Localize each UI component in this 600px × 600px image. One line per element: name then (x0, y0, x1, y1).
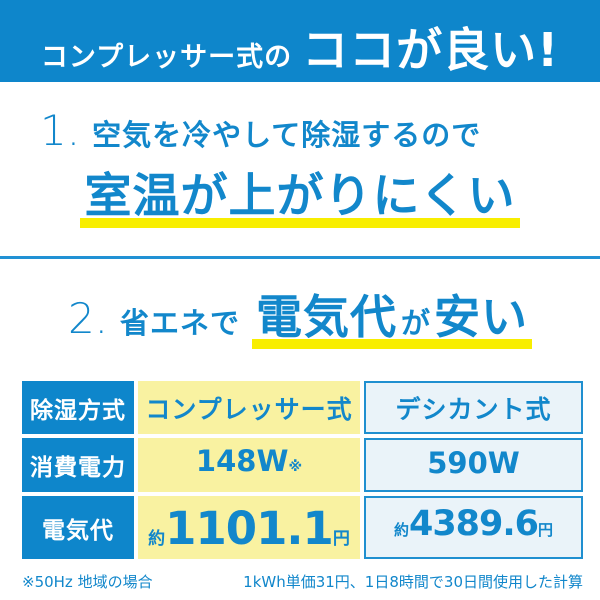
benefit-section-2: 2. 省エネで 電気代 が安い (0, 281, 600, 349)
benefit-2-headline-part2: が (401, 306, 431, 340)
desiccant-power-value: 590W (427, 446, 520, 480)
benefit-2-headline-part1: 電気代 (256, 290, 398, 344)
comparison-table: 除湿方式 コンプレッサー式 デシカント式 消費電力 148W ※ 590W 電気代… (22, 381, 583, 559)
desiccant-cost-unit: 円 (538, 521, 554, 539)
benefit-2-headline: 電気代 が安い (252, 281, 533, 349)
table-cell-method-desiccant: デシカント式 (364, 381, 583, 434)
footnote-right: 1kWh単価31円、1日8時間で30日間使用した計算 (243, 573, 583, 591)
banner-title: ココが良い! (302, 23, 560, 77)
table-row-power-label: 消費電力 (22, 438, 134, 492)
benefit-1-lead-line: 1. 空気を冷やして除湿するので (40, 106, 600, 155)
compressor-cost-unit: 円 (332, 529, 350, 549)
desiccant-cost-value: 4389.6 (408, 504, 539, 544)
compressor-method-text: コンプレッサー式 (145, 394, 353, 424)
benefit-1-lead: 空気を冷やして除湿するので (92, 118, 482, 152)
benefit-2-headline-part3: 安い (434, 290, 529, 344)
header-banner: コンプレッサー式の ココが良い! (0, 0, 600, 82)
table-cell-power-compressor: 148W ※ (138, 438, 360, 492)
table-row-cost-label: 電気代 (22, 496, 134, 559)
benefit-2-number: 2. (67, 294, 109, 343)
benefit-1-headline-line: 室温が上がりにくい (0, 157, 600, 228)
table-row-method-label: 除湿方式 (22, 381, 134, 434)
footnotes: ※50Hz 地域の場合 1kWh単価31円、1日8時間で30日間使用した計算 (22, 571, 583, 592)
table-cell-cost-compressor: 約 1101.1 円 (138, 496, 360, 559)
benefit-1-number: 1. (40, 106, 81, 155)
compressor-power-footnote-mark: ※ (288, 459, 303, 475)
banner-subtitle: コンプレッサー式の (40, 42, 293, 73)
benefit-1-headline: 室温が上がりにくい (80, 157, 520, 228)
table-cell-cost-desiccant: 約 4389.6 円 (364, 496, 583, 559)
footnote-left: ※50Hz 地域の場合 (22, 573, 153, 591)
desiccant-method-text: デシカント式 (395, 394, 552, 424)
table-cell-method-compressor: コンプレッサー式 (138, 381, 360, 434)
compressor-cost-approx: 約 (148, 529, 166, 549)
compressor-power-value: 148W (195, 444, 289, 478)
section-divider (0, 256, 600, 259)
table-cell-power-desiccant: 590W (364, 438, 583, 492)
benefit-2-lead: 省エネで (120, 306, 241, 340)
compressor-cost-value: 1101.1 (165, 502, 334, 555)
benefit-section-1: 1. 空気を冷やして除湿するので 室温が上がりにくい (0, 106, 600, 228)
desiccant-cost-approx: 約 (393, 521, 409, 539)
